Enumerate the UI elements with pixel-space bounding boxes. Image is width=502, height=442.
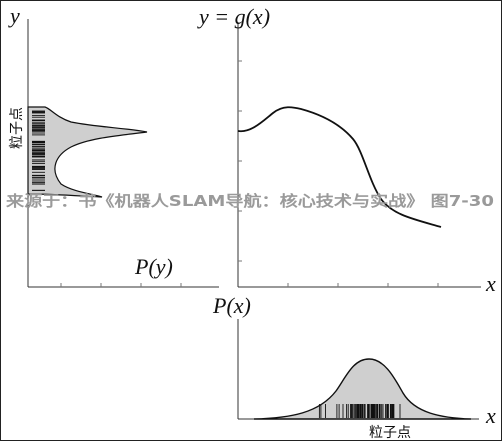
py-x-ticks [60, 283, 182, 287]
py-particles-label: 粒子点 [9, 107, 25, 149]
source-watermark: 来源于：书《机器人SLAM导航：核心技术与实战》 图7-30 [5, 192, 494, 210]
gx-title: y = g(x) [197, 4, 270, 29]
px-particle-rug [318, 404, 401, 418]
gx-x-ticks [287, 283, 439, 287]
gx-curve [237, 106, 442, 228]
gx-panel: y = g(x) x [197, 4, 496, 296]
px-distribution-label: P(x) [212, 293, 251, 318]
py-axis-y-label: y [8, 3, 20, 28]
px-particles-label: 粒子点 [369, 425, 411, 441]
gx-y-ticks [238, 60, 242, 262]
py-distribution-label: P(y) [134, 254, 173, 279]
gx-axis-x-label: x [485, 271, 496, 296]
py-panel: y P(y) 粒子点 [8, 3, 219, 288]
px-density-area [253, 358, 472, 420]
px-axis-x-label: x [485, 403, 496, 428]
py-density-area [27, 106, 148, 198]
py-particle-rug [32, 110, 45, 191]
px-panel: P(x) x 粒子点 [212, 293, 496, 441]
